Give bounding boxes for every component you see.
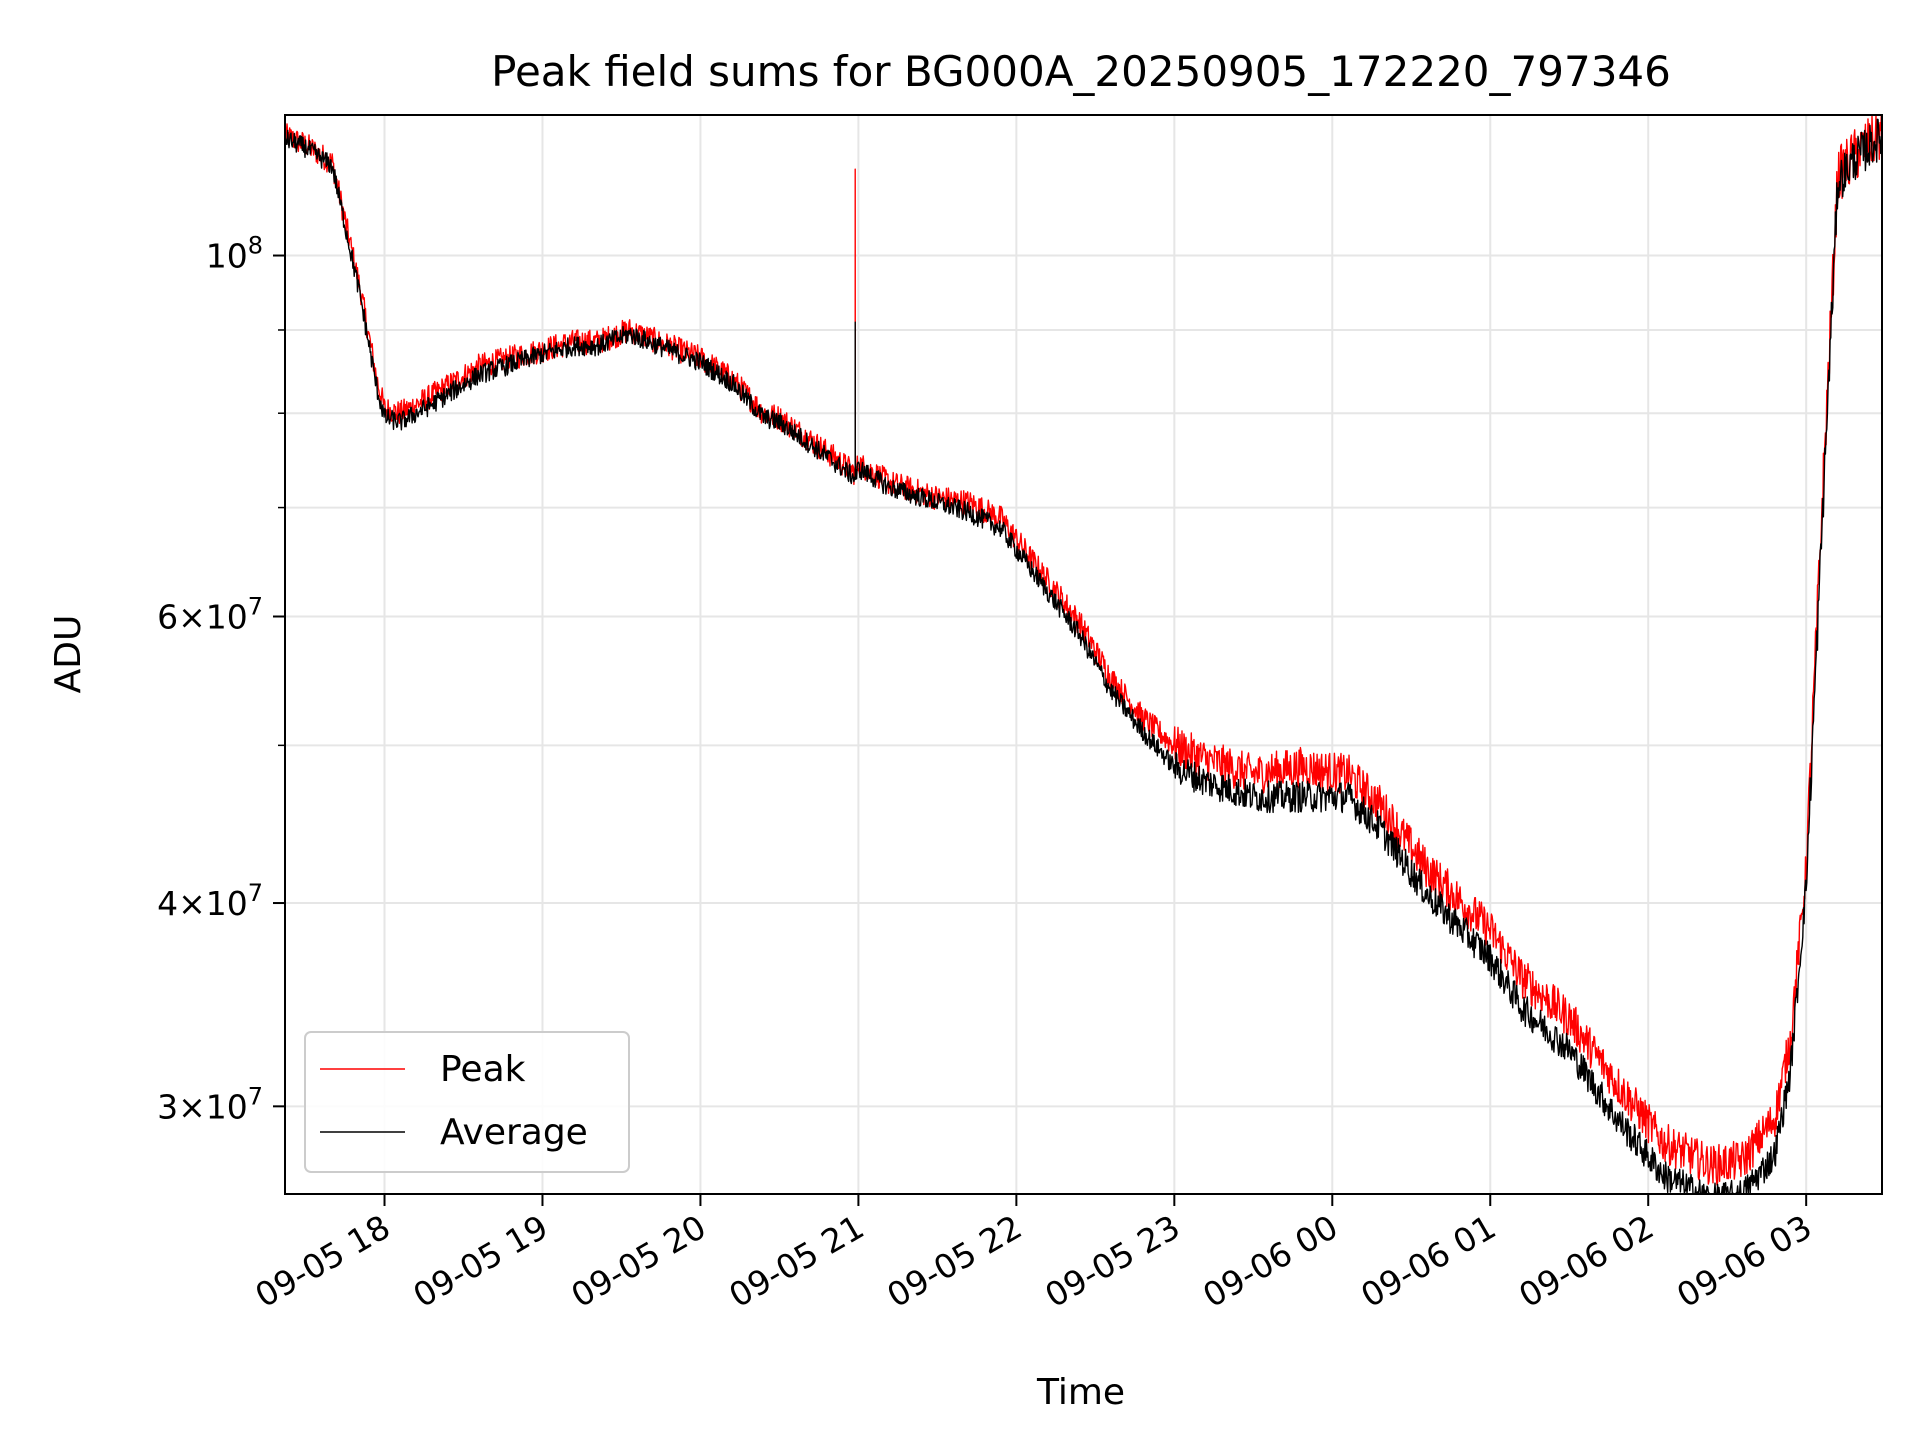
plot-frame: [284, 114, 1883, 1195]
series-layer: [284, 114, 1883, 1195]
series-line-peak: [284, 114, 1882, 1186]
legend-label-average: Average: [440, 1112, 588, 1153]
y-tick-label: 3×107: [157, 1082, 263, 1126]
y-axis-ticks: 108 6×107 4×107 3×107: [157, 232, 285, 1126]
legend-label-peak: Peak: [440, 1049, 526, 1090]
x-axis-label: Time: [1036, 1372, 1125, 1413]
legend: Peak Average: [304, 1031, 630, 1173]
chart-title: Peak field sums for BG000A_20250905_1722…: [491, 47, 1671, 96]
grid-lines: [285, 115, 1882, 1194]
y-tick-label: 4×107: [157, 879, 263, 923]
y-axis-label: ADU: [48, 615, 89, 694]
y-tick-label: 108: [206, 232, 263, 276]
legend-box: [304, 1031, 630, 1173]
y-tick-label: 6×107: [157, 593, 263, 637]
series-line-average: [284, 118, 1883, 1195]
